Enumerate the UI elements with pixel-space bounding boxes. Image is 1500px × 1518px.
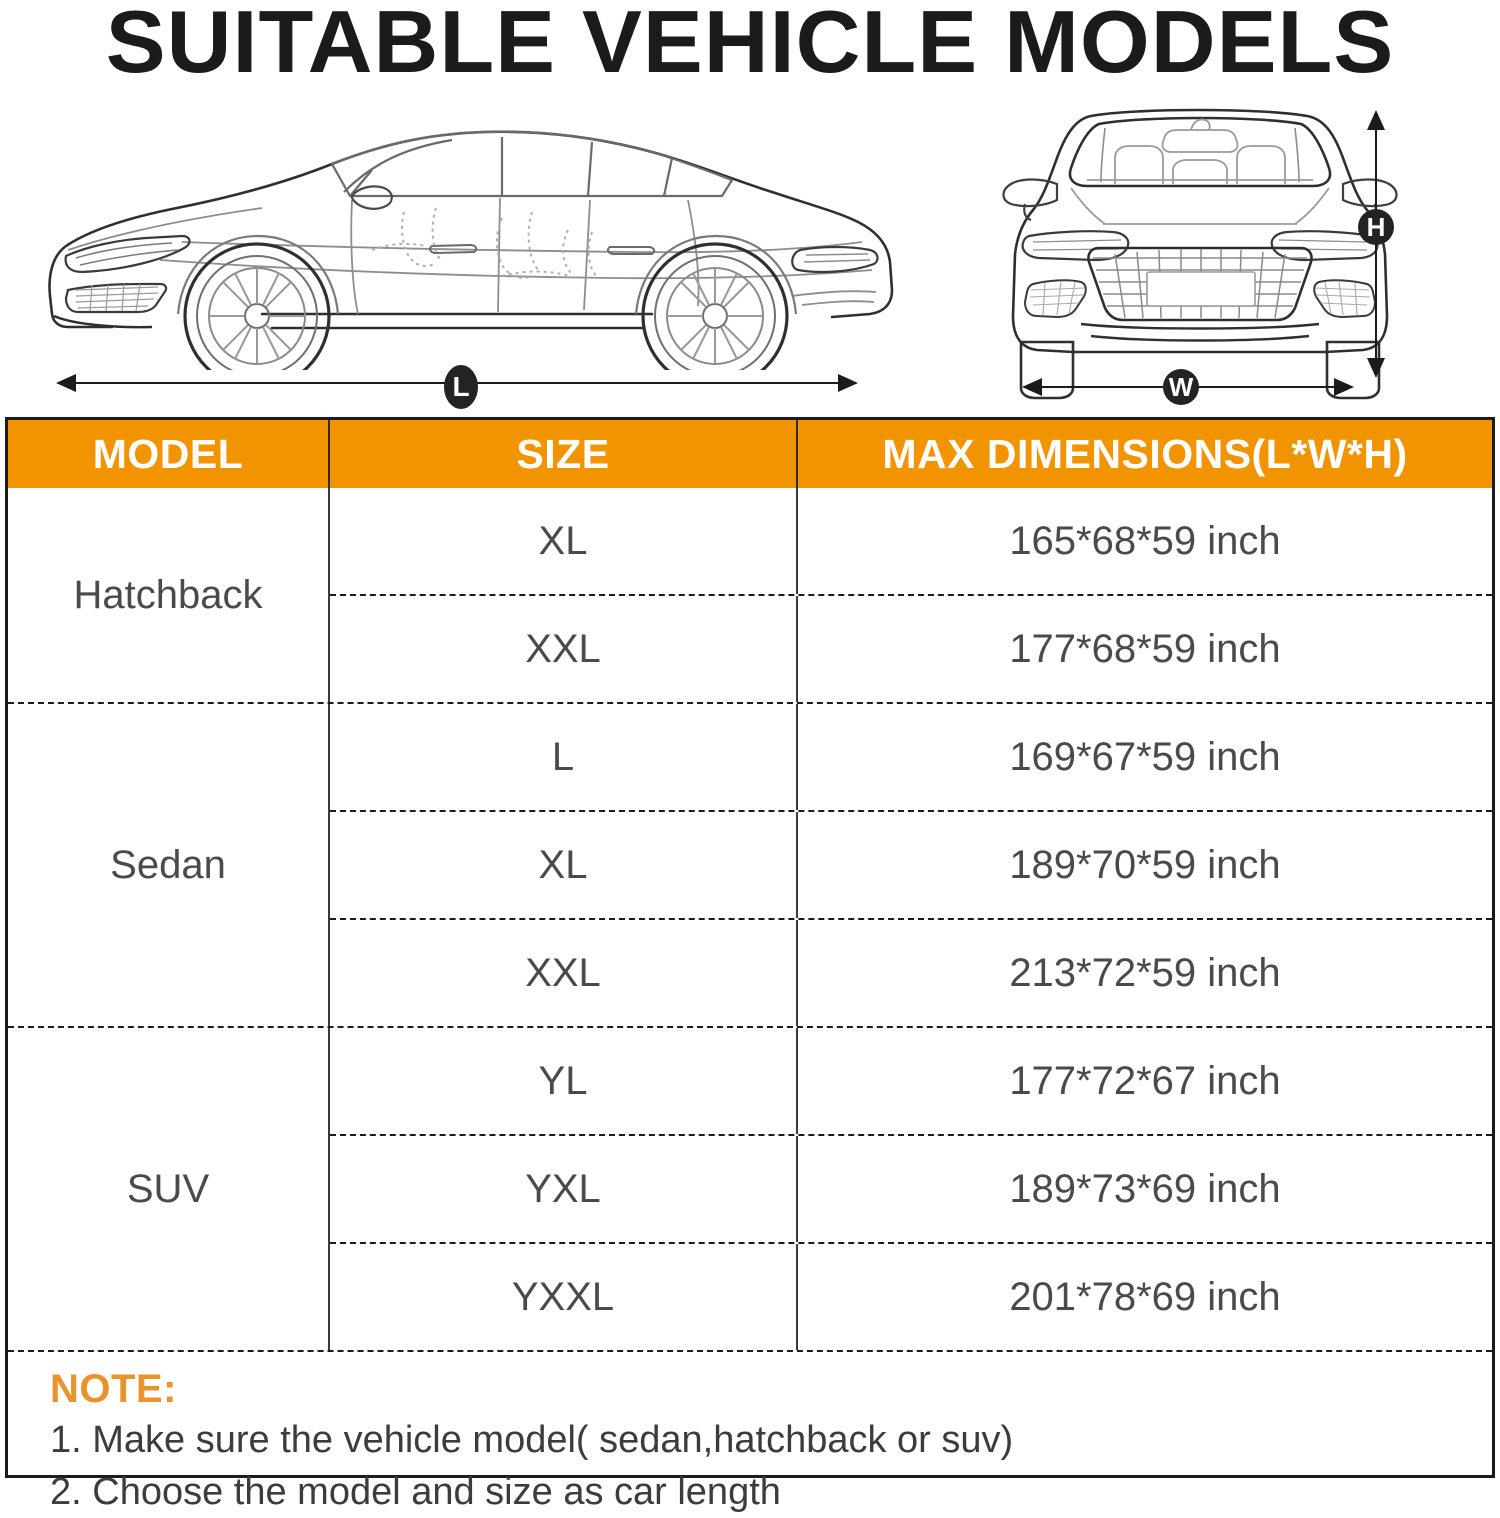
size-cell: L — [330, 704, 798, 810]
dimensions-cell: 165*68*59 inch — [1009, 518, 1281, 563]
note-line-2: 2. Choose the model and size as car leng… — [50, 1471, 781, 1513]
width-badge: W — [1163, 369, 1199, 405]
table-row: YL 177*72*67 inch — [330, 1028, 1492, 1136]
table-row: YXXL 201*78*69 inch — [330, 1244, 1492, 1350]
table-row: XXL 177*68*59 inch — [330, 596, 1492, 702]
table-body: Hatchback XL 165*68*59 inch XXL 177*68*5… — [8, 488, 1492, 1352]
sedan-side-view-icon — [48, 130, 894, 370]
table-row: L 169*67*59 inch — [330, 704, 1492, 812]
height-arrow-head-bottom — [1367, 358, 1385, 378]
sedan-front-view-icon — [1002, 108, 1398, 400]
size-cell: YXL — [330, 1136, 798, 1242]
page-title: SUITABLE VEHICLE MODELS — [105, 0, 1395, 91]
width-arrow-head-left — [1022, 378, 1042, 396]
column-header-size: SIZE — [330, 420, 798, 488]
table-row: XL 165*68*59 inch — [330, 488, 1492, 596]
height-arrow-line — [1375, 128, 1377, 362]
size-cell: XXL — [330, 596, 798, 702]
dimensions-cell: 169*67*59 inch — [1009, 734, 1281, 779]
dimensions-cell: 213*72*59 inch — [1009, 950, 1281, 995]
dimensions-cell: 201*78*69 inch — [1009, 1274, 1281, 1319]
height-arrow-head-top — [1367, 110, 1385, 130]
dimensions-cell: 177*72*67 inch — [1009, 1058, 1281, 1103]
dimensions-cell: 189*70*59 inch — [1009, 842, 1281, 887]
table-group-suv: SUV YL 177*72*67 inch YXL 189*73*69 inch… — [8, 1028, 1492, 1352]
size-cell: YXXL — [330, 1244, 798, 1350]
length-badge: L — [444, 365, 478, 409]
table-row: YXL 189*73*69 inch — [330, 1136, 1492, 1244]
model-cell-sedan: Sedan — [8, 704, 330, 1026]
dimensions-cell: 189*73*69 inch — [1009, 1166, 1281, 1211]
note-section: NOTE: 1. Make sure the vehicle model( se… — [8, 1352, 1492, 1518]
length-arrow-head-right — [838, 374, 858, 392]
size-cell: XL — [330, 488, 798, 594]
column-header-dimensions: MAX DIMENSIONS(L*W*H) — [882, 430, 1408, 477]
table-row: XXL 213*72*59 inch — [330, 920, 1492, 1026]
note-title: NOTE: — [50, 1367, 177, 1411]
dimensions-cell: 177*68*59 inch — [1009, 626, 1281, 671]
length-arrow-head-left — [56, 374, 76, 392]
model-cell-suv: SUV — [8, 1028, 330, 1350]
width-arrow-head-right — [1334, 378, 1354, 396]
size-cell: XL — [330, 812, 798, 918]
vehicle-illustration-band — [0, 96, 1500, 408]
table-group-sedan: Sedan L 169*67*59 inch XL 189*70*59 inch… — [8, 704, 1492, 1028]
size-chart-table: MODEL SIZE MAX DIMENSIONS(L*W*H) Hatchba… — [5, 417, 1495, 1513]
table-header-row: MODEL SIZE MAX DIMENSIONS(L*W*H) — [8, 420, 1492, 488]
model-cell-hatchback: Hatchback — [8, 488, 330, 702]
table-row: XL 189*70*59 inch — [330, 812, 1492, 920]
height-badge: H — [1358, 209, 1394, 245]
column-header-model: MODEL — [8, 420, 330, 488]
table-group-hatchback: Hatchback XL 165*68*59 inch XXL 177*68*5… — [8, 488, 1492, 704]
size-cell: XXL — [330, 920, 798, 1026]
size-cell: YL — [330, 1028, 798, 1134]
note-line-1: 1. Make sure the vehicle model( sedan,ha… — [50, 1419, 1014, 1461]
